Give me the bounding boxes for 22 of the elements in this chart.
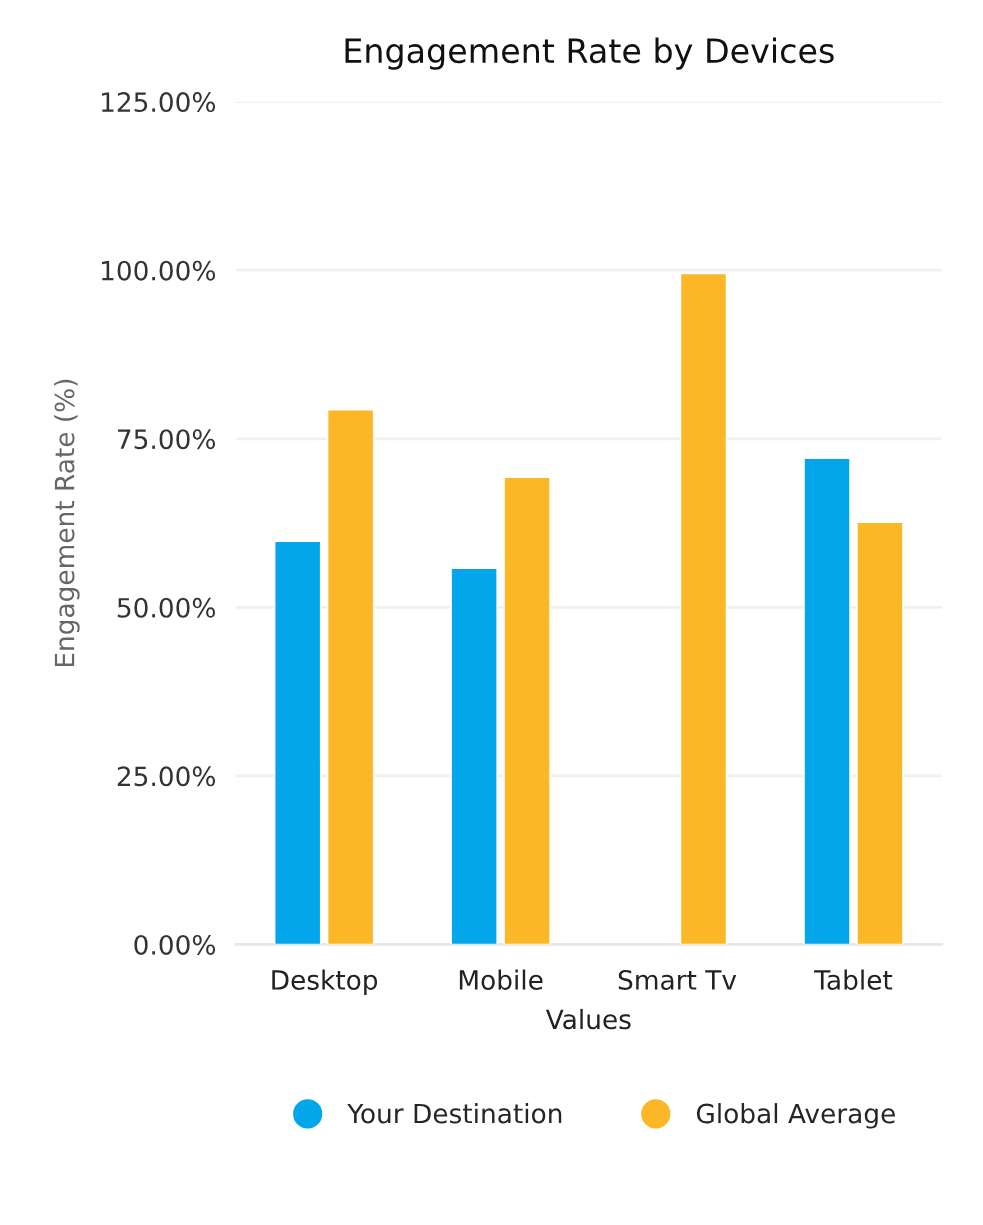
x-tick-label: Tablet: [814, 969, 893, 990]
bar: [450, 567, 498, 945]
bar: [856, 521, 904, 945]
x-tick-label: Desktop: [272, 969, 378, 996]
bar: [503, 476, 551, 945]
x-tick-label: Mobile: [459, 969, 543, 990]
bar: [326, 409, 375, 945]
chart-title: Engagement Rate by Devices: [345, 37, 834, 70]
bar: [679, 272, 728, 945]
y-tick-label: 25.00%: [117, 766, 216, 787]
y-tick-label: 125.00%: [101, 92, 216, 113]
y-axis-title: Engagement Rate (%): [54, 379, 80, 667]
y-tick-label: 0.00%: [134, 934, 216, 955]
x-tick-label: Smart Tv: [618, 969, 737, 990]
x-axis-title: Values: [545, 1008, 631, 1030]
bar: [274, 540, 322, 945]
bar: [803, 457, 851, 945]
y-tick-label: 75.00%: [118, 429, 216, 450]
y-tick-label: 50.00%: [117, 597, 216, 618]
legend-label: Your Destination: [347, 1103, 562, 1124]
y-tick-label: 100.00%: [101, 260, 216, 281]
legend-label: Global Average: [696, 1103, 895, 1129]
